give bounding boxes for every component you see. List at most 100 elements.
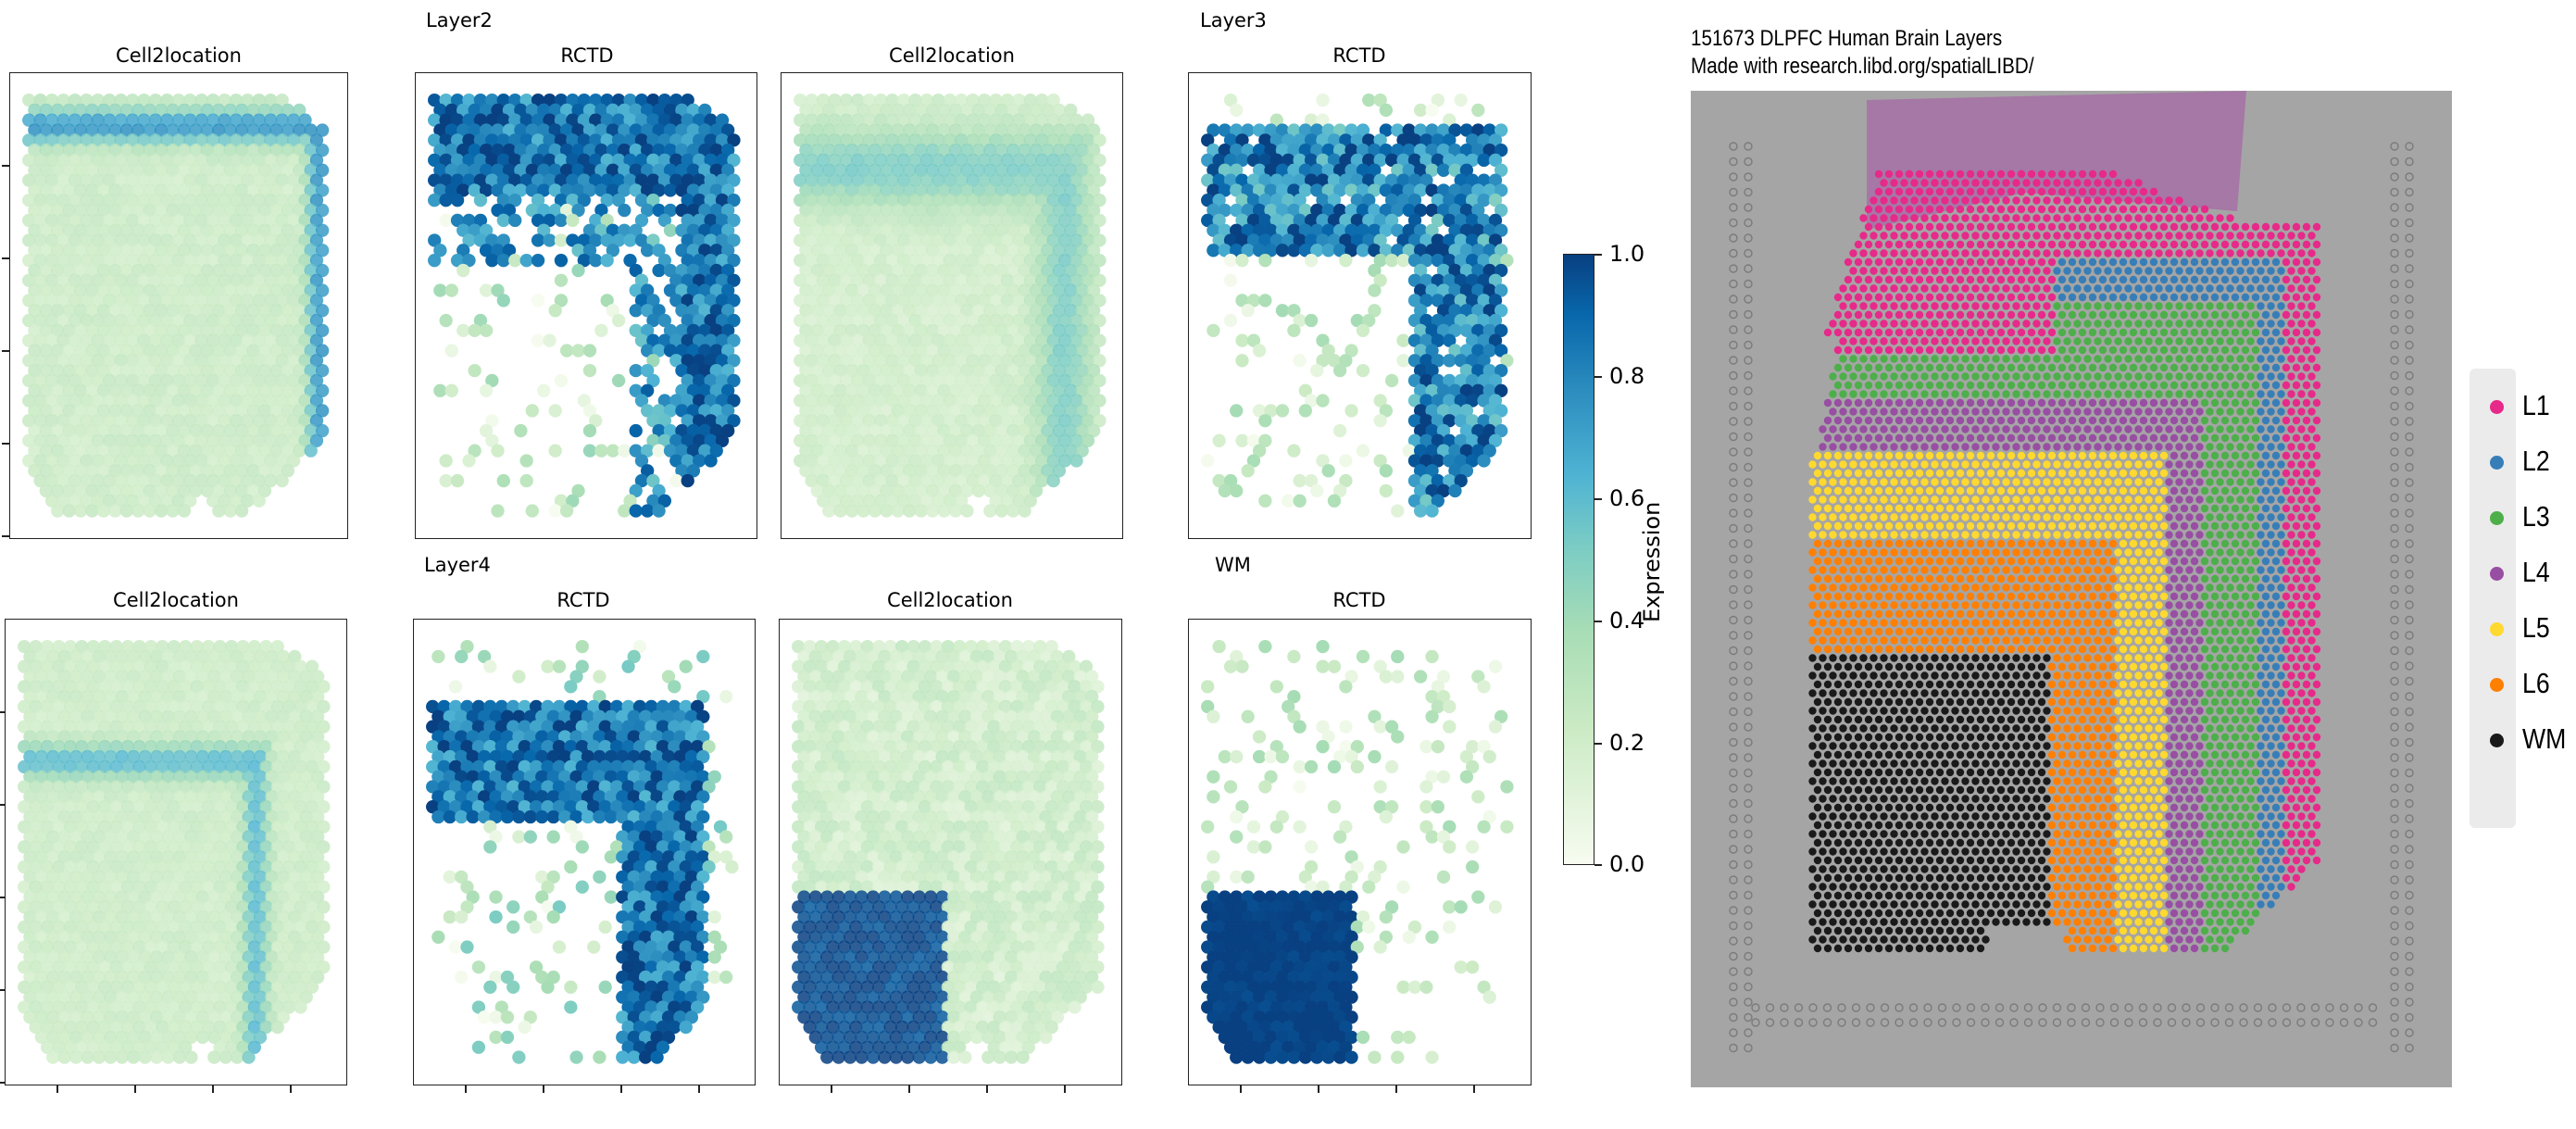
spot	[132, 940, 146, 954]
spot	[955, 233, 969, 247]
spot	[1012, 433, 1026, 447]
spot	[704, 273, 718, 287]
spot	[709, 344, 723, 358]
spot	[943, 373, 957, 388]
spot	[179, 940, 193, 954]
spot	[885, 373, 899, 388]
spot	[206, 433, 220, 447]
spot	[719, 850, 733, 864]
spot	[286, 433, 301, 447]
spot	[68, 354, 82, 368]
spot	[925, 323, 940, 338]
spot	[224, 680, 239, 694]
spot	[96, 283, 111, 297]
spot	[184, 790, 198, 804]
spot	[1282, 213, 1295, 228]
spot	[1035, 313, 1049, 328]
spot	[1029, 423, 1044, 438]
spot	[932, 433, 945, 447]
spot	[1419, 354, 1433, 368]
spot	[264, 133, 278, 147]
spot	[257, 103, 272, 118]
spot	[195, 950, 210, 964]
spot	[673, 990, 687, 1004]
spot	[868, 464, 882, 478]
spot	[149, 970, 164, 985]
spot	[883, 639, 897, 654]
spot	[799, 444, 813, 458]
spot	[119, 404, 133, 418]
spot	[305, 800, 319, 814]
spot	[485, 133, 499, 147]
spot	[1252, 203, 1267, 218]
spot	[994, 504, 1008, 518]
spot	[39, 144, 53, 157]
spot	[131, 144, 145, 157]
spot	[444, 383, 458, 397]
spot	[799, 363, 813, 378]
spot	[919, 433, 934, 447]
spot	[1431, 133, 1445, 147]
spot	[1064, 223, 1078, 237]
spot	[491, 203, 505, 218]
spot	[1287, 444, 1301, 458]
spot	[589, 213, 603, 228]
spot	[219, 1010, 232, 1024]
spot	[46, 670, 60, 684]
spot	[1241, 144, 1255, 157]
spot	[81, 709, 94, 723]
spot	[1041, 244, 1055, 257]
spot	[1419, 454, 1433, 468]
spot	[234, 144, 249, 157]
spot	[604, 790, 619, 804]
spot	[632, 1000, 647, 1014]
spot	[207, 850, 221, 864]
spot	[529, 780, 544, 794]
spot	[242, 990, 256, 1004]
spot	[33, 394, 47, 408]
spot	[844, 223, 859, 237]
spot	[23, 690, 37, 704]
spot	[276, 890, 291, 904]
spot	[692, 133, 707, 147]
spot	[286, 233, 301, 247]
spot	[86, 759, 100, 774]
spot	[500, 1010, 515, 1024]
spot	[183, 333, 197, 347]
spot	[903, 123, 917, 137]
spot	[541, 659, 555, 673]
spot	[281, 920, 296, 935]
spot	[1230, 404, 1244, 418]
spot	[799, 103, 813, 118]
spot	[305, 699, 319, 714]
spot	[92, 1050, 106, 1064]
spot	[462, 173, 476, 187]
spot	[304, 344, 318, 358]
spot	[119, 483, 133, 498]
spot	[281, 740, 296, 754]
spot	[1046, 273, 1060, 287]
spot	[309, 254, 324, 268]
spot	[874, 394, 888, 408]
spot	[1282, 133, 1295, 147]
spot	[692, 194, 707, 207]
spot	[305, 659, 319, 673]
spot	[1035, 113, 1049, 127]
spot	[803, 639, 817, 654]
spot	[184, 1010, 198, 1024]
spot	[63, 1000, 78, 1014]
spot	[1046, 354, 1060, 368]
spot	[224, 740, 239, 754]
spot	[51, 144, 65, 157]
spot	[1339, 473, 1353, 488]
spot	[1235, 233, 1249, 247]
spot	[810, 304, 824, 318]
spot	[286, 213, 301, 228]
spot	[673, 1010, 687, 1024]
spot	[1069, 254, 1083, 268]
spot	[1419, 173, 1433, 187]
spot	[650, 749, 664, 764]
spot	[885, 133, 899, 147]
spot	[805, 153, 819, 168]
spot	[224, 699, 239, 714]
